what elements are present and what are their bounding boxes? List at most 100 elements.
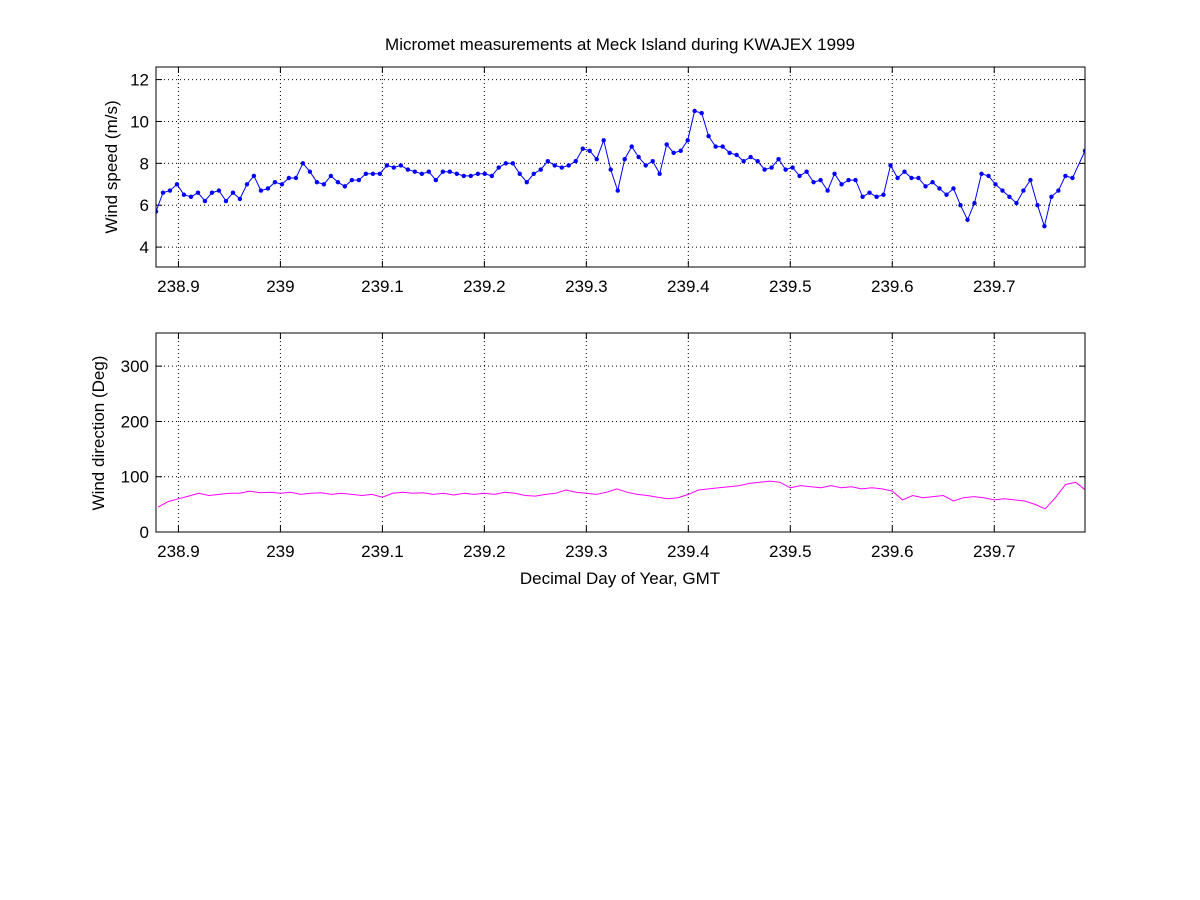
wind-speed-point [265,186,271,191]
wind-speed-point [251,173,257,179]
wind-speed-point [482,171,487,177]
wind-speed-point [839,182,844,187]
wind-speed-point [979,171,984,177]
x-tick-label: 239 [266,277,294,296]
wind-speed-point [286,175,292,181]
wind-speed-point [769,165,774,170]
data-series [156,108,1085,229]
wind-speed-point [657,171,662,177]
wind-speed-point [930,179,935,185]
wind-speed-point [741,159,746,164]
wind-speed-point [867,190,872,195]
wind-speed-point [447,169,452,174]
wind-speed-point [923,184,928,189]
wind-speed-point [629,144,634,149]
wind-speed-point [433,177,439,183]
wind-speed-point [167,188,173,193]
wind-speed-point [916,175,921,181]
wind-speed-point [1007,194,1012,200]
wind-speed-point [643,163,648,168]
wind-speed-point [825,188,830,193]
wind-speed-point [188,194,194,200]
wind-speed-point [1042,223,1047,229]
wind-speed-point [1082,148,1085,153]
wind-speed-point [363,171,369,177]
x-tick-label: 239.5 [769,542,812,561]
wind-speed-point [1014,200,1019,206]
wind-speed-point [685,138,690,143]
chart-title: Micromet measurements at Meck Island dur… [385,35,855,54]
wind-speed-point [461,173,466,179]
y-axis-label-wind-speed: Wind speed (m/s) [102,100,121,233]
x-tick-label: 239 [266,542,294,561]
wind-speed-point [790,165,795,170]
y-tick-label: 200 [121,412,149,431]
wind-speed-point [398,163,404,168]
wind-speed-point [692,108,697,114]
wind-speed-point [1000,188,1005,193]
wind-speed-point [783,167,788,172]
y-tick-label: 4 [140,238,149,257]
wind-speed-point [1021,188,1026,193]
wind-speed-point [678,148,683,153]
wind-speed-point [412,169,418,174]
wind-speed-point [594,156,599,162]
wind-speed-point [1070,175,1075,181]
wind-speed-point [881,192,886,197]
x-tick-label: 239.2 [463,277,506,296]
plot-area [156,67,1085,267]
y-tick-label: 8 [140,154,149,173]
wind-speed-point [244,182,250,187]
wind-speed-point [321,182,327,187]
wind-speed-point [1028,177,1033,183]
wind-speed-point [510,161,516,166]
x-tick-label: 239.1 [361,542,404,561]
wind-speed-point [202,198,208,204]
wind-speed-point [909,175,914,181]
wind-speed-point [888,163,893,168]
wind-speed-point [727,150,732,156]
x-axis-label: Decimal Day of Year, GMT [520,569,720,588]
wind-speed-point [489,173,495,179]
wind-speed-point [664,142,669,147]
wind-speed-point [545,159,550,164]
wind-speed-point [671,150,676,156]
axes-box [155,332,1086,533]
wind-speed-point [195,190,201,195]
wind-speed-point [517,171,522,177]
wind-speed-point [272,179,278,185]
wind-speed-point [496,165,501,170]
wind-speed-point [566,163,571,168]
wind-speed-point [1063,173,1068,179]
wind-speed-point [818,177,823,183]
wind-speed-point [237,196,243,202]
axes-box [155,66,1086,268]
wind-speed-point [622,156,627,162]
wind-speed-point [300,161,306,166]
wind-speed-point [1035,203,1040,208]
wind-speed-point [468,173,473,179]
wind-speed-point [972,200,977,206]
x-tick-label: 239.7 [973,277,1016,296]
wind-speed-point [174,182,180,187]
x-tick-label: 239.7 [973,542,1016,561]
wind-direction-line [157,480,1085,510]
wind-speed-point [279,182,285,187]
wind-speed-point [328,173,334,179]
x-tick-label: 238.9 [157,277,200,296]
wind-speed-point [762,167,767,172]
wind-speed-point [419,171,425,177]
wind-speed-point [951,186,956,191]
wind-speed-point [601,138,606,143]
y-tick-label: 6 [140,196,149,215]
wind-speed-point [944,192,949,197]
wind-speed-point [587,148,592,153]
wind-direction-axes: 238.9 239 239.1 239.2 239.3 239.4 239.5 239.6 23… [121,332,1086,561]
wind-speed-point [895,175,900,181]
x-tick-label: 239.4 [667,277,710,296]
x-tick-label: 239.3 [565,277,608,296]
wind-speed-point [755,159,760,164]
wind-speed-point [538,167,543,172]
x-tick-label: 239.5 [769,277,812,296]
